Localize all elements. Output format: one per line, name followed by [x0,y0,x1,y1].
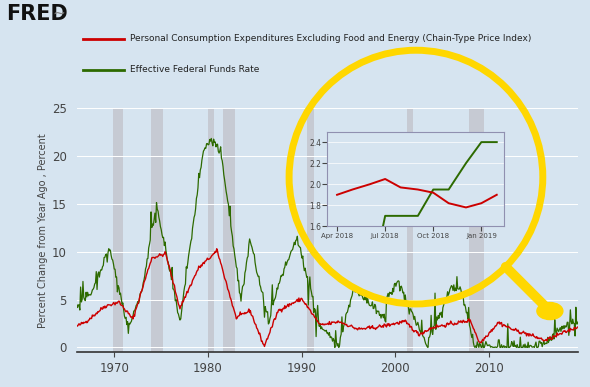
Bar [223,108,235,352]
Bar [208,108,214,352]
Text: ~: ~ [52,6,65,21]
Text: Effective Federal Funds Rate: Effective Federal Funds Rate [130,65,259,74]
Text: FRED: FRED [6,4,68,24]
Bar [470,108,484,352]
Text: Personal Consumption Expenditures Excluding Food and Energy (Chain-Type Price In: Personal Consumption Expenditures Exclud… [130,34,531,43]
Bar [307,108,314,352]
Y-axis label: Percent Change from Year Ago , Percent: Percent Change from Year Ago , Percent [38,133,48,328]
Bar [151,108,163,352]
Bar [407,108,413,352]
Bar [113,108,123,352]
